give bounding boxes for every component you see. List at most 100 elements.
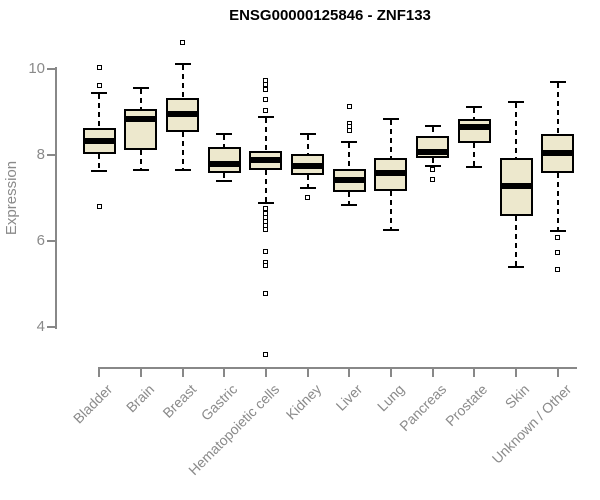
whisker-cap-lower-brain xyxy=(132,169,149,172)
outlier-hematopoietic-cells xyxy=(263,227,269,233)
whisker-upper-gastric xyxy=(223,135,226,147)
median-kidney xyxy=(291,162,325,169)
whisker-upper-liver xyxy=(348,142,351,170)
whisker-upper-bladder xyxy=(98,93,101,128)
x-axis-line xyxy=(98,367,577,369)
outlier-hematopoietic-cells xyxy=(263,205,269,211)
whisker-lower-pancreas xyxy=(431,157,434,165)
whisker-cap-upper-breast xyxy=(174,63,191,66)
median-bladder xyxy=(82,137,116,144)
median-gastric xyxy=(207,161,241,168)
x-tick-mark-hematopoietic-cells xyxy=(264,369,267,377)
x-tick-mark-liver xyxy=(348,369,351,377)
outlier-unknown-other xyxy=(555,234,561,240)
whisker-cap-lower-liver xyxy=(341,203,358,206)
whisker-cap-upper-lung xyxy=(382,118,399,121)
whisker-cap-upper-pancreas xyxy=(424,124,441,127)
whisker-cap-upper-kidney xyxy=(299,133,316,136)
whisker-cap-lower-unknown-other xyxy=(549,229,566,232)
median-lung xyxy=(374,169,408,176)
whisker-lower-breast xyxy=(181,131,184,170)
outlier-bladder xyxy=(96,82,102,88)
chart-title: ENSG00000125846 - ZNF133 xyxy=(229,7,431,24)
whisker-upper-hematopoietic-cells xyxy=(264,117,267,151)
y-tick-label-4: 4 xyxy=(36,318,45,335)
median-brain xyxy=(124,115,158,122)
outlier-bladder xyxy=(96,65,102,71)
x-tick-mark-gastric xyxy=(223,369,226,377)
x-tick-mark-skin xyxy=(515,369,517,377)
median-prostate xyxy=(457,123,491,130)
outlier-pancreas xyxy=(430,177,436,183)
whisker-upper-breast xyxy=(181,65,184,98)
x-tick-mark-unknown-other xyxy=(556,369,559,377)
whisker-lower-brain xyxy=(139,149,142,170)
whisker-lower-prostate xyxy=(473,143,476,166)
median-skin xyxy=(499,182,533,189)
whisker-upper-skin xyxy=(515,102,517,159)
x-tick-mark-prostate xyxy=(473,369,476,377)
outlier-hematopoietic-cells xyxy=(263,86,269,92)
median-pancreas xyxy=(416,148,450,155)
outlier-unknown-other xyxy=(555,249,561,255)
whisker-lower-skin xyxy=(515,216,517,266)
x-tick-mark-breast xyxy=(181,369,184,377)
outlier-kidney xyxy=(305,195,311,201)
outlier-liver xyxy=(346,104,352,110)
whisker-cap-lower-bladder xyxy=(91,169,108,172)
whisker-upper-lung xyxy=(389,120,392,159)
median-hematopoietic-cells xyxy=(249,157,283,164)
outlier-hematopoietic-cells xyxy=(263,290,269,296)
whisker-cap-lower-breast xyxy=(174,169,191,172)
whisker-upper-kidney xyxy=(306,135,309,155)
whisker-cap-upper-prostate xyxy=(466,105,483,108)
median-unknown-other xyxy=(541,149,575,156)
outlier-hematopoietic-cells xyxy=(263,108,269,114)
y-tick-mark xyxy=(47,154,55,156)
whisker-cap-lower-prostate xyxy=(466,165,483,168)
box-gastric xyxy=(207,146,241,174)
outlier-hematopoietic-cells xyxy=(263,352,269,358)
outlier-liver xyxy=(346,127,352,133)
whisker-cap-upper-brain xyxy=(132,86,149,89)
whisker-lower-kidney xyxy=(306,175,309,187)
x-tick-mark-kidney xyxy=(306,369,309,377)
whisker-lower-hematopoietic-cells xyxy=(264,170,267,203)
whisker-cap-upper-skin xyxy=(508,100,524,103)
whisker-lower-gastric xyxy=(223,173,226,180)
whisker-cap-upper-gastric xyxy=(216,133,233,136)
whisker-upper-pancreas xyxy=(431,126,434,136)
whisker-lower-bladder xyxy=(98,154,101,170)
y-tick-label-6: 6 xyxy=(36,232,45,249)
whisker-upper-brain xyxy=(139,88,142,109)
whisker-cap-lower-kidney xyxy=(299,186,316,189)
outlier-bladder xyxy=(96,204,102,210)
outlier-hematopoietic-cells xyxy=(263,249,269,255)
whisker-cap-lower-gastric xyxy=(216,179,233,182)
y-tick-label-10: 10 xyxy=(28,60,45,77)
x-tick-mark-brain xyxy=(139,369,142,377)
y-tick-label-8: 8 xyxy=(36,146,45,163)
outlier-unknown-other xyxy=(555,267,561,273)
whisker-cap-upper-hematopoietic-cells xyxy=(257,115,274,118)
whisker-lower-liver xyxy=(348,191,351,204)
whisker-lower-lung xyxy=(389,190,392,229)
outlier-pancreas xyxy=(430,166,436,172)
median-liver xyxy=(332,177,366,184)
y-tick-mark xyxy=(47,326,55,328)
outlier-hematopoietic-cells xyxy=(263,263,269,269)
whisker-upper-unknown-other xyxy=(556,82,559,135)
outlier-breast xyxy=(180,39,186,45)
whisker-cap-lower-pancreas xyxy=(424,164,441,167)
median-breast xyxy=(166,111,200,118)
whisker-upper-prostate xyxy=(473,107,476,119)
whisker-cap-upper-liver xyxy=(341,140,358,143)
x-tick-mark-bladder xyxy=(98,369,101,377)
whisker-cap-upper-bladder xyxy=(91,91,108,94)
whisker-cap-lower-hematopoietic-cells xyxy=(257,202,274,205)
y-tick-mark xyxy=(47,240,55,242)
box-prostate xyxy=(457,118,491,144)
whisker-cap-lower-lung xyxy=(382,228,399,231)
